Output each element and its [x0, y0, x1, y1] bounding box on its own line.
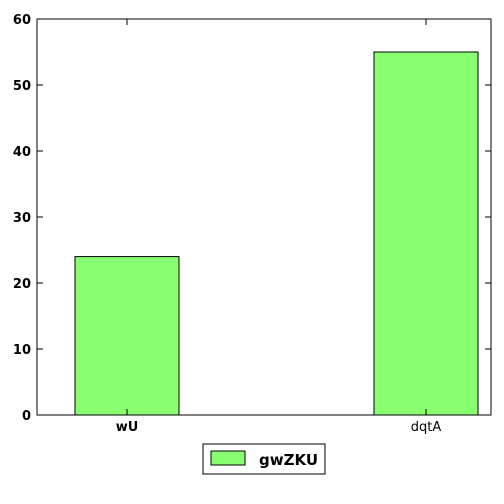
y-tick-label: 50	[13, 79, 31, 94]
y-tick-label: 0	[22, 409, 31, 424]
legend: gwZKU	[202, 443, 326, 475]
bar-wU	[74, 256, 180, 416]
bars-layer	[74, 51, 479, 416]
ticks-layer	[37, 18, 491, 416]
y-tick-label: 40	[13, 145, 31, 160]
x-tick-label-wU: wU	[116, 420, 139, 435]
x-tick-labels: wU dqtA	[116, 420, 442, 435]
y-tick-label: 20	[13, 277, 31, 292]
y-tick-label: 30	[13, 211, 31, 226]
y-tick-label: 10	[13, 343, 31, 358]
bar-dqtA	[373, 51, 479, 416]
legend-swatch	[210, 450, 246, 466]
x-tick-label-dqtA: dqtA	[411, 420, 442, 435]
legend-label: gwZKU	[259, 451, 318, 469]
y-tick-label: 60	[13, 13, 31, 28]
y-tick-labels: 0 10 20 30 40 50 60	[13, 13, 31, 424]
